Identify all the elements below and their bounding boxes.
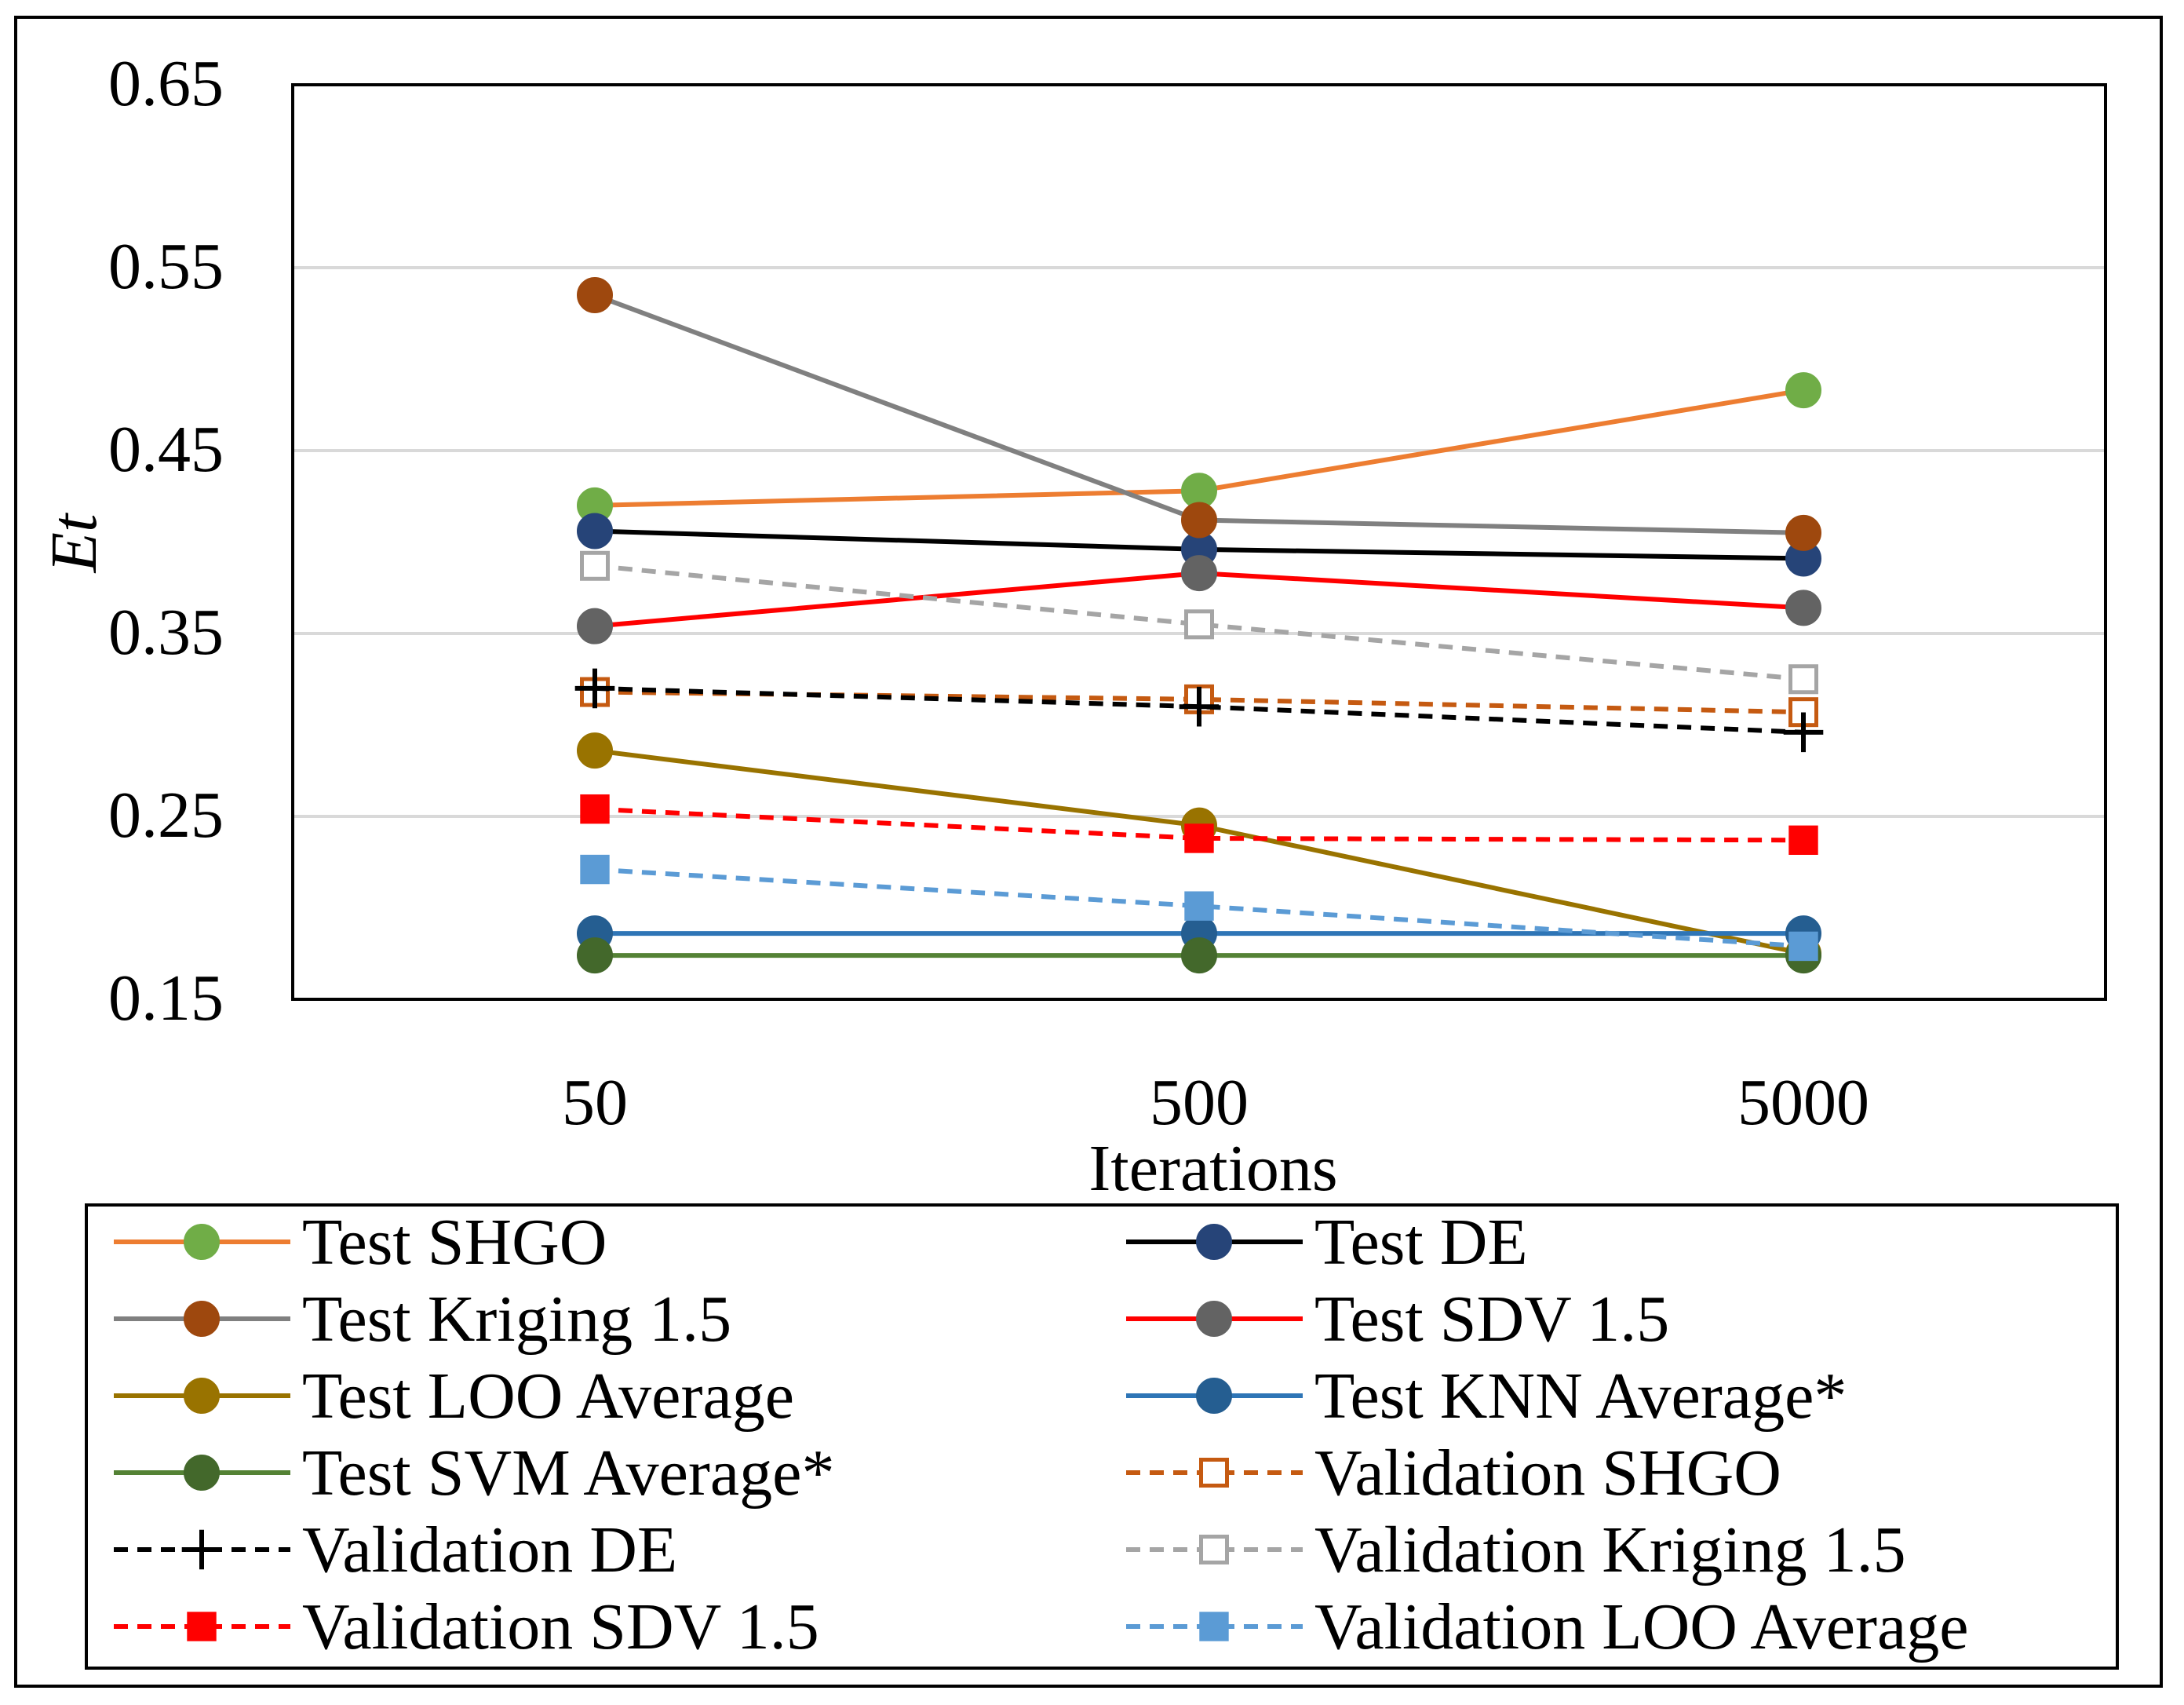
legend-label: Validation LOO Average	[1314, 1590, 1969, 1663]
legend-box	[85, 1203, 2119, 1670]
data-point	[1181, 555, 1217, 592]
data-point	[1788, 664, 1818, 695]
data-point	[1184, 823, 1214, 853]
y-tick-label: 0.25	[108, 779, 224, 852]
series-validation-sdv-1-5	[580, 794, 1818, 855]
y-tick-label: 0.15	[108, 962, 224, 1035]
data-point	[577, 608, 613, 644]
x-axis-ticks: 50 500 5000	[562, 1066, 1869, 1139]
legend-entry: Validation LOO Average	[1126, 1590, 1969, 1663]
legend-entry: Validation SHGO	[1126, 1437, 1781, 1510]
data-point	[1199, 1535, 1229, 1564]
data-point	[1179, 686, 1220, 727]
legend-label: Test KNN Average*	[1314, 1360, 1847, 1433]
legend-entry: Test SVM Average*	[114, 1437, 834, 1510]
data-point	[1181, 937, 1217, 974]
series-line	[594, 867, 1804, 949]
x-tick-label: 500	[1150, 1066, 1249, 1139]
data-point	[1196, 1378, 1232, 1414]
legend-entry: Test SHGO	[114, 1206, 607, 1279]
legend-entry: Test KNN Average*	[1126, 1360, 1847, 1433]
data-point	[1788, 825, 1818, 855]
series	[574, 276, 1824, 974]
series-validation-de	[574, 668, 1824, 753]
data-point	[580, 794, 610, 824]
legend-label: Validation Kriging 1.5	[1314, 1513, 1906, 1586]
data-point	[1196, 1224, 1232, 1260]
y-tick-label: 0.65	[108, 47, 224, 120]
legend-label: Test SDV 1.5	[1314, 1283, 1669, 1356]
legend-label: Test SHGO	[302, 1206, 607, 1279]
x-tick-label: 5000	[1737, 1066, 1869, 1139]
legend-label: Validation SHGO	[1314, 1437, 1781, 1510]
legend-label: Test LOO Average	[302, 1360, 794, 1433]
plot-area	[291, 83, 2107, 1001]
legend-label: Validation SDV 1.5	[302, 1590, 819, 1663]
data-point	[1199, 1458, 1229, 1488]
data-point	[580, 550, 610, 581]
y-tick-label: 0.55	[108, 230, 224, 303]
legend-label: Test SVM Average*	[302, 1437, 834, 1510]
data-point	[184, 1378, 220, 1414]
data-point	[1788, 931, 1818, 962]
legend-entry: Validation DE	[114, 1513, 677, 1586]
data-point	[577, 276, 613, 313]
data-point	[1196, 1301, 1232, 1337]
data-point	[184, 1455, 220, 1491]
legend-entry: Validation Kriging 1.5	[1126, 1513, 1906, 1586]
series-test-sdv-1-5	[577, 555, 1821, 644]
data-point	[580, 854, 610, 885]
x-axis-title: Iterations	[1088, 1132, 1337, 1205]
x-tick-label: 50	[562, 1066, 628, 1139]
data-point	[1184, 891, 1214, 921]
legend-label: Validation DE	[302, 1513, 677, 1586]
legend-label: Test Kriging 1.5	[302, 1283, 731, 1356]
data-point	[1785, 590, 1821, 626]
series-test-shgo	[577, 372, 1821, 524]
y-tick-label: 0.35	[108, 596, 224, 669]
series-line	[594, 685, 1804, 735]
data-point	[574, 668, 615, 709]
series-line	[594, 563, 1804, 682]
series-test-svm-average	[577, 937, 1821, 974]
legend-entry: Test Kriging 1.5	[114, 1283, 731, 1356]
data-point	[1783, 712, 1824, 753]
y-tick-label: 0.45	[108, 413, 224, 486]
series-validation-kriging-1-5	[580, 550, 1818, 695]
data-point	[577, 732, 613, 769]
series-line	[594, 806, 1804, 843]
legend: Test SHGO Test DE Test Kriging 1.5 Test SDV…	[114, 1206, 1969, 1663]
data-point	[1184, 609, 1214, 640]
legend-entry: Test DE	[1126, 1206, 1528, 1279]
data-point	[577, 513, 613, 549]
data-point	[184, 1224, 220, 1260]
legend-entry: Test SDV 1.5	[1126, 1283, 1669, 1356]
legend-label: Test DE	[1314, 1206, 1528, 1279]
data-point	[1199, 1612, 1229, 1641]
series-validation-loo-average	[580, 854, 1818, 962]
data-point	[181, 1529, 222, 1570]
data-point	[184, 1301, 220, 1337]
data-point	[1785, 372, 1821, 409]
data-point	[1785, 514, 1821, 551]
data-point	[187, 1612, 217, 1641]
legend-entry: Validation SDV 1.5	[114, 1590, 819, 1663]
data-point	[1181, 502, 1217, 539]
legend-entry: Test LOO Average	[114, 1360, 794, 1433]
series-test-kriging-1-5	[577, 276, 1821, 551]
data-point	[577, 937, 613, 974]
y-axis-ticks: 0.15 0.25 0.35 0.45 0.55 0.65	[108, 47, 224, 1035]
y-axis-title: Et	[38, 512, 111, 573]
